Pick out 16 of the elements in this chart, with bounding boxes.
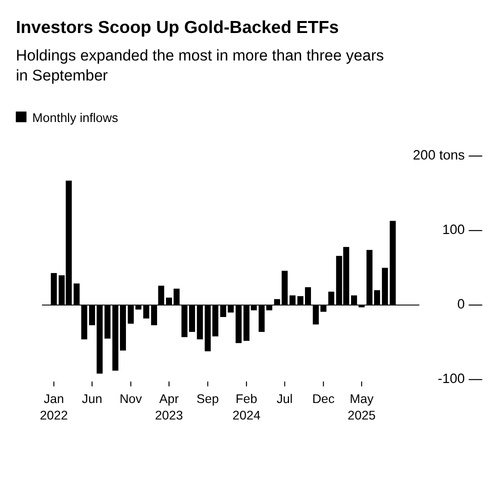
y-tick-label: -100 (438, 371, 465, 386)
x-tick-label: Jun (82, 392, 102, 406)
x-tick-label: Sep (196, 392, 219, 406)
y-tick-label: 200 tons (412, 148, 466, 163)
y-tick-label: 100 (442, 222, 465, 238)
legend-label: Monthly inflows (32, 111, 118, 126)
x-tick-label: Dec (312, 392, 335, 406)
x-tick-label: Jan 2022 (40, 392, 68, 422)
y-tick-label: 0 (457, 296, 465, 312)
x-tick-label: May 2025 (348, 392, 376, 422)
x-tick-label: Apr 2023 (155, 392, 183, 422)
x-tick-label: Jul (276, 392, 293, 406)
x-tick-label: Feb 2024 (232, 392, 260, 422)
x-tick-label: Nov (120, 392, 143, 406)
chart-subtitle: Holdings expanded the most in more than three years in September (16, 47, 384, 85)
chart-title: Investors Scoop Up Gold-Backed ETFs (16, 17, 339, 38)
